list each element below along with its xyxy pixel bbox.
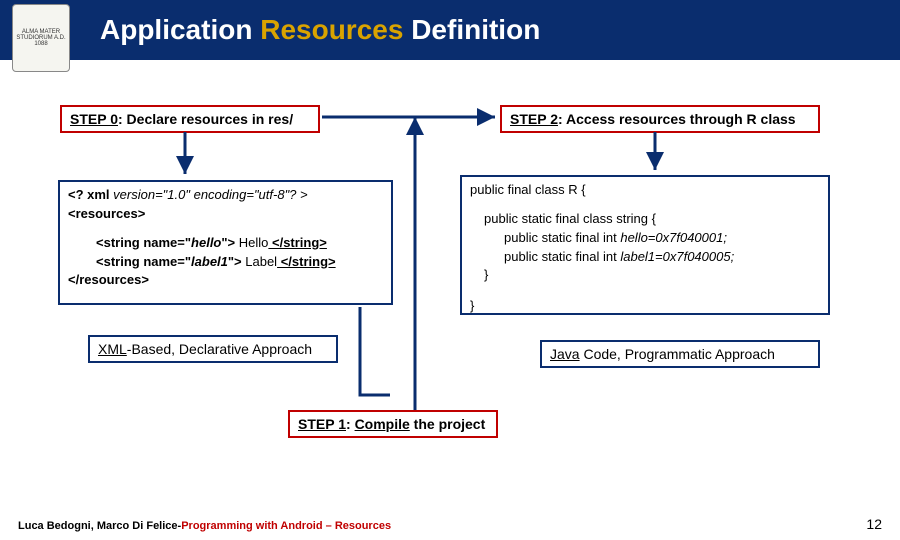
xml-l3: <string name="hello"> Hello </string> xyxy=(68,234,383,253)
xml-l4: <string name="label1"> Label </string> xyxy=(68,253,383,272)
title-part3: Definition xyxy=(403,14,540,45)
step2-box: STEP 2: Access resources through R class xyxy=(500,105,820,133)
java-code-box: public final class R { public static fin… xyxy=(460,175,830,315)
java-l5: } xyxy=(470,266,820,285)
xml-caption-b: -Based, Declarative Approach xyxy=(127,341,312,357)
xml-l5: </resources> xyxy=(68,271,383,290)
java-l4: public static final int label1=0x7f04000… xyxy=(470,248,820,267)
slide-content: STEP 0: Declare resources in res/ STEP 2… xyxy=(0,60,900,500)
step1-prefix: STEP 1 xyxy=(298,416,346,432)
slide-title: Application Resources Definition xyxy=(100,14,540,46)
footer-course: Programming with Android – Resources xyxy=(181,520,391,532)
step2-prefix: STEP 2 xyxy=(510,111,558,127)
java-l6: } xyxy=(470,297,820,316)
step0-prefix: STEP 0 xyxy=(70,111,118,127)
step1-u: Compile xyxy=(355,416,410,432)
java-l2: public static final class string { xyxy=(470,210,820,229)
xml-caption-a: XML xyxy=(98,341,127,357)
slide-header: Application Resources Definition xyxy=(0,0,900,60)
step1-rest: : xyxy=(346,416,355,432)
java-caption-box: Java Code, Programmatic Approach xyxy=(540,340,820,368)
xml-code-box: <? xml version="1.0" encoding="utf-8"? >… xyxy=(58,180,393,305)
slide-footer: Luca Bedogni, Marco Di Felice - Programm… xyxy=(0,516,900,532)
step1-rest2: the project xyxy=(410,416,485,432)
footer-authors: Luca Bedogni, Marco Di Felice xyxy=(18,520,178,532)
java-caption-a: Java xyxy=(550,346,580,362)
java-l3: public static final int hello=0x7f040001… xyxy=(470,229,820,248)
step0-box: STEP 0: Declare resources in res/ xyxy=(60,105,320,133)
java-l1: public final class R { xyxy=(470,181,820,200)
step0-rest: : Declare resources in res/ xyxy=(118,111,293,127)
step1-box: STEP 1: Compile the project xyxy=(288,410,498,438)
footer-page: 12 xyxy=(866,516,882,532)
title-part1: Application xyxy=(100,14,260,45)
title-part2: Resources xyxy=(260,14,403,45)
xml-l1: <? xml version="1.0" encoding="utf-8"? > xyxy=(68,186,383,205)
step2-rest: : Access resources through R class xyxy=(558,111,796,127)
xml-caption-box: XML-Based, Declarative Approach xyxy=(88,335,338,363)
xml-l2: <resources> xyxy=(68,205,383,224)
logo-text: ALMA MATER STUDIORUM A.D. 1088 xyxy=(15,29,67,47)
java-caption-b: Code, Programmatic Approach xyxy=(580,346,775,362)
arrow-xml-step1-path xyxy=(360,307,390,395)
